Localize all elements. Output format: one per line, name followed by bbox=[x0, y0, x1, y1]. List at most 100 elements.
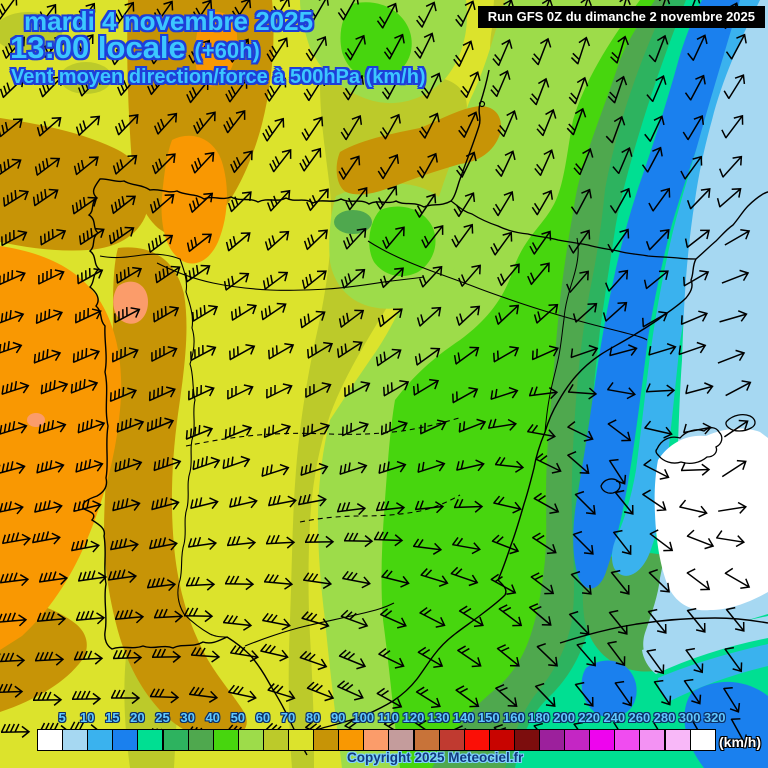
river-tajo bbox=[185, 416, 463, 447]
wind-barb bbox=[222, 614, 253, 631]
legend-tick-label: 140 bbox=[452, 710, 475, 725]
wind-barb bbox=[686, 188, 711, 210]
wind-barb bbox=[71, 196, 98, 215]
wind-barb bbox=[375, 185, 398, 210]
wind-barb bbox=[73, 499, 102, 513]
legend-color-box bbox=[614, 729, 641, 751]
copyright-text: Copyright 2025 Meteociel.fr bbox=[347, 750, 524, 765]
map-subtitle: Vent moyen direction/force à 500hPa (km/… bbox=[11, 66, 426, 88]
wind-barb bbox=[2, 36, 25, 60]
wind-barb bbox=[109, 387, 138, 403]
wind-barb bbox=[34, 500, 63, 514]
wind-barb bbox=[190, 497, 219, 510]
wind-barb bbox=[146, 577, 177, 592]
wind-barb bbox=[494, 456, 525, 473]
wind-barb bbox=[229, 344, 256, 361]
legend-color-box bbox=[463, 729, 490, 751]
legend-color-box bbox=[62, 729, 89, 751]
wind-barb bbox=[574, 681, 594, 707]
wind-barb bbox=[528, 386, 559, 400]
wind-barb bbox=[609, 187, 631, 214]
wind-barb bbox=[527, 424, 556, 442]
wind-barb bbox=[570, 188, 592, 215]
wind-barb bbox=[305, 35, 328, 62]
wind-barb bbox=[730, 718, 747, 745]
legend-color-box bbox=[388, 729, 415, 751]
legend-tick-label: 300 bbox=[678, 710, 701, 725]
wind-barb bbox=[725, 380, 752, 397]
border-pyrenees bbox=[450, 200, 697, 260]
wind-barb bbox=[342, 74, 365, 101]
wind-barb bbox=[337, 0, 359, 21]
wind-barb bbox=[418, 265, 443, 288]
wind-barb bbox=[570, 570, 592, 595]
wind-barb bbox=[0, 310, 25, 325]
wind-barb bbox=[414, 347, 441, 366]
legend-tick-label: 25 bbox=[155, 710, 170, 725]
wind-barb bbox=[111, 347, 139, 363]
wind-barb bbox=[299, 147, 322, 172]
wind-barb bbox=[77, 74, 102, 97]
legend-tick-label: 90 bbox=[330, 710, 346, 725]
wind-barb bbox=[264, 230, 290, 251]
legend-tick-label: 70 bbox=[280, 710, 296, 725]
wind-barb bbox=[487, 418, 518, 431]
wind-barb bbox=[566, 451, 590, 474]
wind-barb bbox=[149, 537, 178, 551]
wind-barb bbox=[146, 417, 175, 432]
wind-barb bbox=[378, 648, 405, 669]
wind-barb bbox=[110, 689, 141, 705]
wind-barb bbox=[497, 109, 518, 138]
wind-barb bbox=[38, 571, 69, 585]
legend-color-box bbox=[313, 729, 340, 751]
wind-barb bbox=[301, 116, 324, 142]
wind-barb bbox=[190, 151, 215, 174]
wind-barb bbox=[75, 459, 104, 473]
wind-barb bbox=[531, 37, 552, 66]
wind-barb bbox=[0, 341, 23, 356]
legend-color-box bbox=[513, 729, 540, 751]
wind-barb bbox=[0, 421, 28, 435]
wind-barb bbox=[77, 268, 104, 285]
wind-barb bbox=[70, 379, 99, 394]
wind-barb bbox=[114, 307, 141, 324]
wind-barb bbox=[414, 193, 437, 219]
wind-barb bbox=[683, 269, 710, 287]
wind-barb bbox=[107, 569, 138, 583]
wind-barb bbox=[0, 572, 30, 587]
wind-barb bbox=[73, 156, 99, 176]
wind-barb bbox=[305, 382, 332, 399]
wind-barb bbox=[415, 686, 441, 709]
wind-barb bbox=[38, 420, 67, 435]
legend-color-box bbox=[488, 729, 515, 751]
wind-barb bbox=[1, 532, 31, 546]
wind-barb bbox=[687, 34, 708, 62]
legend-tick-label: 40 bbox=[205, 710, 220, 725]
wind-barb bbox=[190, 0, 213, 25]
wind-barb bbox=[452, 387, 479, 404]
legend-color-box bbox=[137, 729, 164, 751]
wind-barb bbox=[0, 501, 24, 515]
wind-barb bbox=[228, 684, 257, 703]
wind-barb bbox=[262, 117, 285, 142]
wind-barb bbox=[0, 683, 24, 698]
wind-barb bbox=[339, 461, 368, 476]
wind-barb bbox=[490, 386, 519, 401]
legend-color-box bbox=[262, 729, 289, 751]
legend-unit-label: (km/h) bbox=[719, 734, 761, 750]
wind-barb bbox=[718, 155, 743, 178]
wind-barb bbox=[645, 383, 676, 397]
wind-barb bbox=[34, 157, 61, 177]
wind-barb bbox=[192, 456, 221, 471]
wind-barb bbox=[306, 188, 329, 212]
wind-barb bbox=[0, 612, 28, 627]
wind-barb bbox=[112, 498, 141, 512]
wind-barb bbox=[303, 572, 333, 590]
wind-barb bbox=[341, 421, 369, 437]
wind-barb bbox=[494, 684, 518, 707]
wind-barb bbox=[685, 382, 714, 395]
wind-barb bbox=[644, 115, 665, 143]
wind-barb bbox=[227, 191, 252, 213]
wind-barb bbox=[193, 111, 216, 135]
